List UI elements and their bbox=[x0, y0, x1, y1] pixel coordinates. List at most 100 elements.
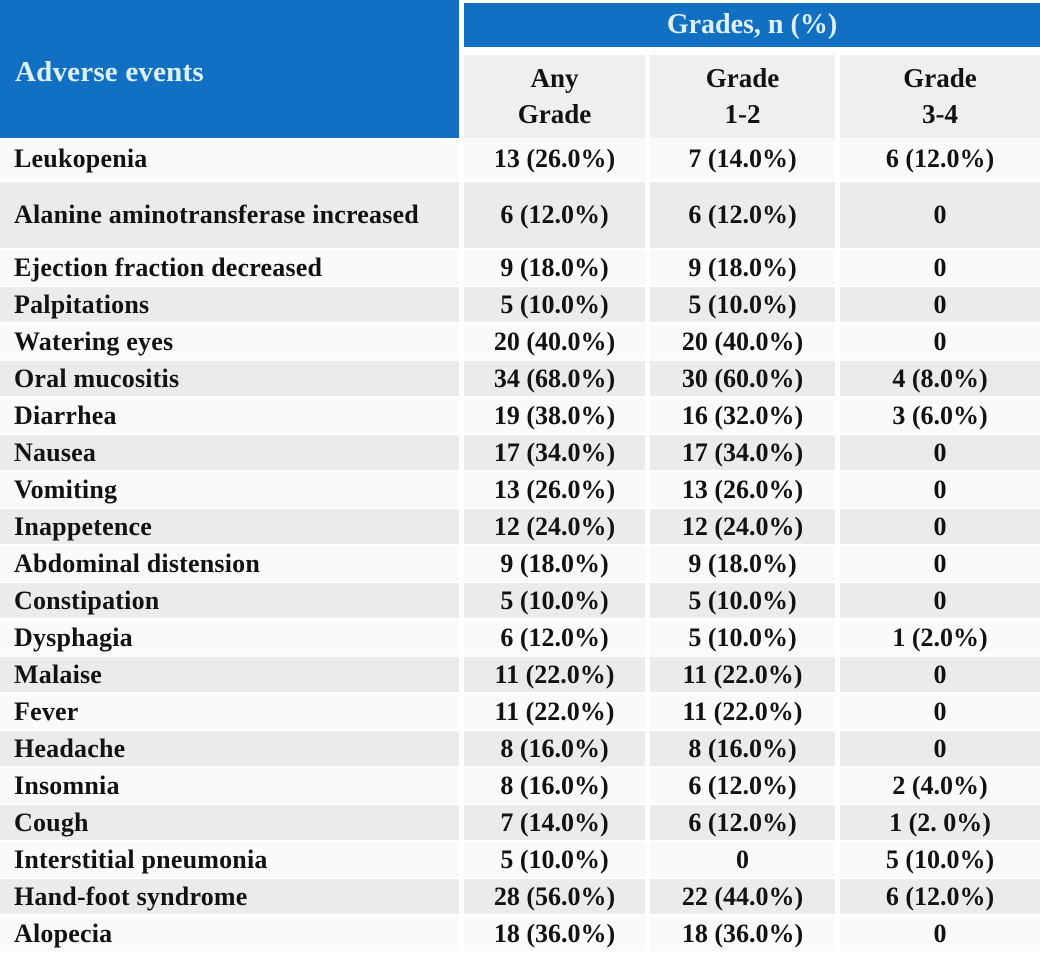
table-row: Cough 7 (14.0%) 6 (12.0%) 1 (2. 0%) bbox=[0, 805, 1040, 842]
column-header-line: Any bbox=[530, 63, 579, 94]
table-row: Abdominal distension 9 (18.0%) 9 (18.0%)… bbox=[0, 546, 1040, 583]
cell-any-grade: 18 (36.0%) bbox=[464, 916, 650, 951]
corner-header-cell: Adverse events bbox=[0, 0, 464, 138]
adverse-event-name: Headache bbox=[0, 731, 464, 766]
cell-grade-1-2: 18 (36.0%) bbox=[650, 916, 840, 951]
cell-grade-3-4: 0 bbox=[933, 437, 947, 467]
cell-grade-3-4: 0 bbox=[933, 289, 947, 319]
cell-grade-1-2: 5 (10.0%) bbox=[650, 583, 840, 618]
column-headers-row: Any Grade Grade 1-2 Grade 3-4 bbox=[464, 55, 1040, 138]
adverse-event-name: Diarrhea bbox=[0, 398, 464, 433]
cell-grade-3-4: 0 bbox=[933, 733, 947, 763]
cell-grade-1-2: 17 (34.0%) bbox=[650, 435, 840, 470]
adverse-event-name: Watering eyes bbox=[0, 324, 464, 359]
cell-grade-1-2: 7 (14.0%) bbox=[650, 138, 840, 180]
adverse-event-name: Palpitations bbox=[0, 287, 464, 322]
cell-grade-1-2: 20 (40.0%) bbox=[650, 324, 840, 359]
cell-any-grade: 8 (16.0%) bbox=[464, 731, 650, 766]
cell-grade-3-4: 0 bbox=[933, 548, 947, 578]
adverse-event-name: Cough bbox=[0, 805, 464, 840]
table-row: Hand-foot syndrome 28 (56.0%) 22 (44.0%)… bbox=[0, 879, 1040, 916]
cell-any-grade: 19 (38.0%) bbox=[464, 398, 650, 433]
cell-any-grade: 5 (10.0%) bbox=[464, 287, 650, 322]
table-row: Oral mucositis 34 (68.0%) 30 (60.0%) 4 (… bbox=[0, 361, 1040, 398]
cell-grade-1-2: 30 (60.0%) bbox=[650, 361, 840, 396]
cell-any-grade: 13 (26.0%) bbox=[464, 472, 650, 507]
adverse-event-name: Ejection fraction decreased bbox=[0, 250, 464, 285]
adverse-event-name: Oral mucositis bbox=[0, 361, 464, 396]
table-row: Inappetence 12 (24.0%) 12 (24.0%) 0 bbox=[0, 509, 1040, 546]
cell-grade-3-4: 6 (12.0%) bbox=[885, 881, 995, 911]
cell-any-grade: 6 (12.0%) bbox=[464, 182, 650, 248]
cell-any-grade: 9 (18.0%) bbox=[464, 250, 650, 285]
column-header-grade-1-2: Grade 1-2 bbox=[650, 55, 840, 138]
adverse-event-name: Interstitial pneumonia bbox=[0, 842, 464, 877]
cell-grade-3-4: 0 bbox=[933, 200, 947, 229]
cell-grade-1-2: 8 (16.0%) bbox=[650, 731, 840, 766]
table-row: Watering eyes 20 (40.0%) 20 (40.0%) 0 bbox=[0, 324, 1040, 361]
cell-grade-3-4: 3 (6.0%) bbox=[892, 400, 988, 430]
table-row: Nausea 17 (34.0%) 17 (34.0%) 0 bbox=[0, 435, 1040, 472]
cell-grade-3-4: 1 (2.0%) bbox=[892, 622, 988, 652]
cell-any-grade: 9 (18.0%) bbox=[464, 546, 650, 581]
corner-header-label: Adverse events bbox=[15, 55, 204, 88]
cell-grade-1-2: 6 (12.0%) bbox=[650, 182, 840, 248]
adverse-event-name: Dysphagia bbox=[0, 620, 464, 655]
adverse-event-name: Nausea bbox=[0, 435, 464, 470]
table-row: Leukopenia 13 (26.0%) 7 (14.0%) 6 (12.0%… bbox=[0, 138, 1040, 182]
cell-grade-1-2: 0 bbox=[650, 842, 840, 877]
column-header-line: Grade bbox=[903, 63, 977, 94]
table-row: Alanine aminotransferase increased 6 (12… bbox=[0, 182, 1040, 250]
table-row: Fever 11 (22.0%) 11 (22.0%) 0 bbox=[0, 694, 1040, 731]
adverse-event-name: Alopecia bbox=[0, 916, 464, 951]
cell-grade-1-2: 5 (10.0%) bbox=[650, 620, 840, 655]
group-header-grades: Grades, n (%) bbox=[464, 3, 1040, 47]
table-row: Vomiting 13 (26.0%) 13 (26.0%) 0 bbox=[0, 472, 1040, 509]
cell-grade-3-4: 0 bbox=[933, 585, 947, 615]
column-header-line: 1-2 bbox=[724, 98, 761, 129]
cell-any-grade: 6 (12.0%) bbox=[464, 620, 650, 655]
cell-grade-1-2: 11 (22.0%) bbox=[650, 657, 840, 692]
cell-any-grade: 11 (22.0%) bbox=[464, 694, 650, 729]
adverse-event-name: Hand-foot syndrome bbox=[0, 879, 464, 914]
cell-any-grade: 20 (40.0%) bbox=[464, 324, 650, 359]
cell-any-grade: 5 (10.0%) bbox=[464, 842, 650, 877]
cell-grade-1-2: 16 (32.0%) bbox=[650, 398, 840, 433]
cell-grade-3-4: 0 bbox=[933, 252, 947, 282]
cell-grade-3-4: 1 (2. 0%) bbox=[889, 807, 991, 837]
cell-grade-1-2: 11 (22.0%) bbox=[650, 694, 840, 729]
table-row: Insomnia 8 (16.0%) 6 (12.0%) 2 (4.0%) bbox=[0, 768, 1040, 805]
cell-grade-1-2: 9 (18.0%) bbox=[650, 250, 840, 285]
table-row: Diarrhea 19 (38.0%) 16 (32.0%) 3 (6.0%) bbox=[0, 398, 1040, 435]
cell-grade-1-2: 6 (12.0%) bbox=[650, 768, 840, 803]
cell-any-grade: 7 (14.0%) bbox=[464, 805, 650, 840]
cell-grade-3-4: 4 (8.0%) bbox=[892, 363, 988, 393]
cell-any-grade: 34 (68.0%) bbox=[464, 361, 650, 396]
table-row: Headache 8 (16.0%) 8 (16.0%) 0 bbox=[0, 731, 1040, 768]
column-header-line: 3-4 bbox=[922, 98, 958, 129]
cell-grade-3-4: 0 bbox=[933, 511, 947, 541]
cell-grade-1-2: 22 (44.0%) bbox=[650, 879, 840, 914]
adverse-event-name: Constipation bbox=[0, 583, 464, 618]
grades-header-block: Grades, n (%) Any Grade Grade 1-2 Grade … bbox=[464, 0, 1040, 138]
table-row: Dysphagia 6 (12.0%) 5 (10.0%) 1 (2.0%) bbox=[0, 620, 1040, 657]
adverse-event-name: Vomiting bbox=[0, 472, 464, 507]
cell-any-grade: 5 (10.0%) bbox=[464, 583, 650, 618]
table-header: Adverse events Grades, n (%) Any Grade G… bbox=[0, 0, 1040, 138]
table-row: Malaise 11 (22.0%) 11 (22.0%) 0 bbox=[0, 657, 1040, 694]
cell-grade-1-2: 5 (10.0%) bbox=[650, 287, 840, 322]
cell-grade-1-2: 6 (12.0%) bbox=[650, 805, 840, 840]
table-row: Palpitations 5 (10.0%) 5 (10.0%) 0 bbox=[0, 287, 1040, 324]
table-body: Leukopenia 13 (26.0%) 7 (14.0%) 6 (12.0%… bbox=[0, 138, 1040, 953]
cell-grade-1-2: 9 (18.0%) bbox=[650, 546, 840, 581]
column-header-any-grade: Any Grade bbox=[464, 55, 650, 138]
adverse-event-name: Insomnia bbox=[0, 768, 464, 803]
adverse-event-name: Fever bbox=[0, 694, 464, 729]
cell-grade-1-2: 13 (26.0%) bbox=[650, 472, 840, 507]
adverse-event-name: Abdominal distension bbox=[0, 546, 464, 581]
table-row: Alopecia 18 (36.0%) 18 (36.0%) 0 bbox=[0, 916, 1040, 953]
cell-any-grade: 12 (24.0%) bbox=[464, 509, 650, 544]
group-header-label: Grades, n (%) bbox=[666, 9, 838, 40]
cell-grade-3-4: 0 bbox=[933, 918, 947, 948]
